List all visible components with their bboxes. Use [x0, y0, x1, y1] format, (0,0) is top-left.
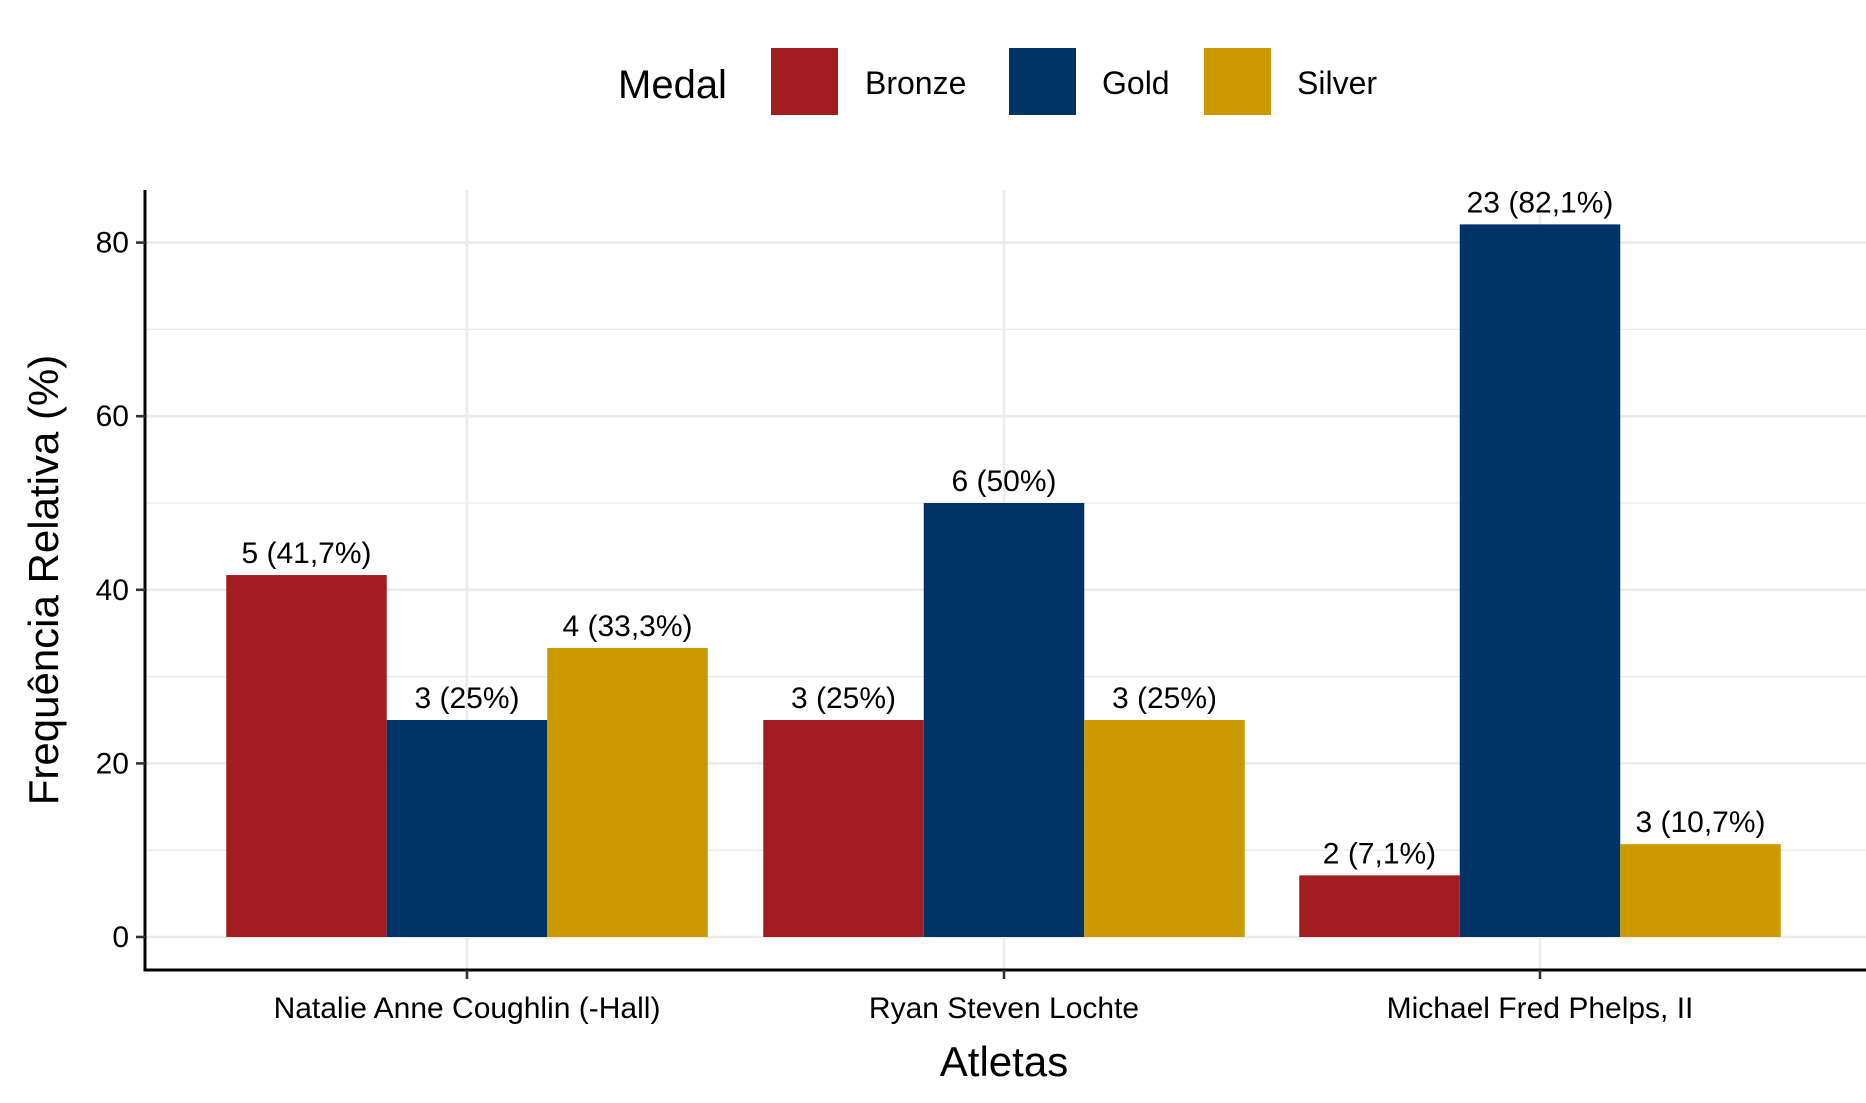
legend-key-gold — [1009, 48, 1076, 115]
legend-key-silver — [1204, 48, 1271, 115]
bar-silver-1 — [547, 647, 708, 937]
bar-bronze-3 — [1299, 875, 1460, 937]
data-label: 4 (33,3%) — [562, 610, 692, 643]
data-label: 2 (7,1%) — [1323, 837, 1436, 870]
y-axis-title: Frequência Relativa (%) — [20, 355, 67, 806]
legend-key-bronze — [771, 48, 838, 115]
bar-gold-3 — [1459, 224, 1621, 937]
data-label: 5 (41,7%) — [241, 537, 371, 570]
x-tick-label: Michael Fred Phelps, II — [1387, 992, 1694, 1025]
x-tick-label: Natalie Anne Coughlin (-Hall) — [274, 992, 661, 1025]
x-tick-label: Ryan Steven Lochte — [869, 992, 1139, 1025]
axes: 0 20 40 60 80 Natalie Anne Coughlin (-Hall) Ry… — [96, 190, 1866, 1025]
bar-gold-1 — [386, 720, 548, 937]
legend-label-silver: Silver — [1297, 65, 1377, 101]
legend-label-gold: Gold — [1102, 65, 1170, 101]
bar-silver-3 — [1620, 844, 1781, 937]
data-label: 6 (50%) — [951, 465, 1056, 498]
legend-label-bronze: Bronze — [865, 65, 966, 101]
y-tick-label: 20 — [96, 747, 129, 780]
legend: Medal Bronze Gold Silver — [618, 48, 1377, 115]
legend-title: Medal — [618, 63, 727, 107]
data-label: 3 (25%) — [414, 682, 519, 715]
bar-silver-2 — [1084, 720, 1245, 937]
data-labels: 5 (41,7%) 3 (25%) 4 (33,3%) 3 (25%) 6 (50%) 3… — [241, 186, 1765, 870]
bars — [226, 224, 1781, 937]
y-tick-label: 60 — [96, 400, 129, 433]
y-tick-label: 80 — [96, 227, 129, 260]
data-label: 3 (25%) — [1112, 682, 1217, 715]
data-label: 23 (82,1%) — [1467, 186, 1614, 219]
x-axis-title: Atletas — [940, 1038, 1068, 1085]
data-label: 3 (25%) — [791, 682, 896, 715]
y-tick-label: 0 — [112, 921, 129, 954]
data-label: 3 (10,7%) — [1635, 806, 1765, 839]
y-tick-label: 40 — [96, 574, 129, 607]
bar-gold-2 — [923, 503, 1085, 937]
bar-bronze-2 — [763, 720, 924, 937]
bar-bronze-1 — [226, 575, 387, 937]
